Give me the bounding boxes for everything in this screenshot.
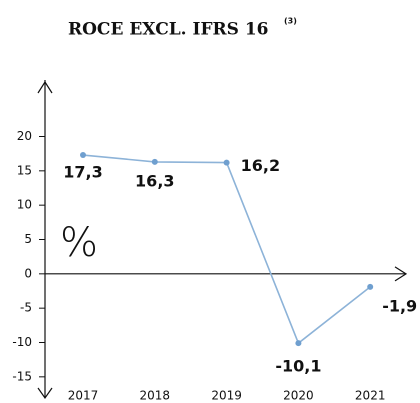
point (295, 340, 302, 347)
point (223, 159, 230, 166)
value-label: 16,2 (241, 156, 280, 175)
y-tick-label: -5 (20, 301, 32, 315)
y-tick-label: -15 (12, 369, 32, 383)
y-tick-label: 5 (24, 232, 32, 246)
line (82, 154, 371, 345)
value-label: 16,3 (135, 171, 174, 190)
point (151, 158, 158, 165)
y-tick-label: 10 (17, 198, 32, 212)
unit-label: % (60, 220, 98, 266)
x-tick-label: 2018 (140, 389, 171, 403)
x-tick-label: 2020 (283, 389, 314, 403)
point (80, 152, 86, 159)
title-note: (3) (284, 17, 297, 26)
x-tick-label: 2019 (211, 389, 242, 403)
y-tick-label: -10 (12, 335, 32, 349)
point (367, 283, 374, 290)
y-axis-arrow (37, 80, 53, 94)
y-tick-label: 20 (17, 129, 32, 143)
chart-title: ROCE EXCL. IFRS 16 (68, 20, 269, 40)
value-label: -10,1 (275, 357, 321, 376)
value-label: 17,3 (63, 163, 102, 182)
value-label: -1,9 (382, 296, 417, 315)
y-axis-arrow (37, 387, 53, 400)
x-tick-label: 2017 (68, 389, 99, 403)
y-tick-label: 0 (24, 266, 32, 280)
x-tick-label: 2021 (355, 389, 386, 403)
x-axis-arrow (394, 266, 408, 282)
y-tick-label: 15 (17, 163, 32, 177)
